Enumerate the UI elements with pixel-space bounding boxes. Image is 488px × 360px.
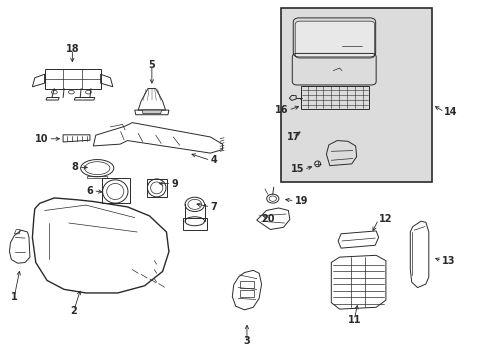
- Text: 3: 3: [243, 336, 250, 346]
- Text: 7: 7: [210, 202, 217, 212]
- Text: 12: 12: [378, 215, 391, 224]
- Text: 11: 11: [347, 315, 360, 325]
- Text: 6: 6: [86, 186, 93, 196]
- Text: 18: 18: [65, 44, 79, 54]
- Text: 14: 14: [444, 107, 457, 117]
- Text: 9: 9: [171, 179, 178, 189]
- Text: 4: 4: [210, 155, 217, 165]
- Text: 1: 1: [11, 292, 18, 302]
- Text: 5: 5: [148, 60, 155, 70]
- Text: 8: 8: [72, 162, 79, 172]
- Bar: [239, 290, 254, 297]
- Text: 10: 10: [35, 134, 48, 144]
- Text: 19: 19: [294, 196, 307, 206]
- Text: 16: 16: [274, 105, 288, 115]
- Bar: [300, 86, 368, 109]
- Text: 17: 17: [286, 132, 300, 142]
- FancyBboxPatch shape: [295, 21, 374, 58]
- Text: 13: 13: [441, 256, 454, 266]
- Polygon shape: [142, 110, 161, 114]
- Text: 2: 2: [70, 306, 77, 316]
- Bar: [281, 8, 431, 182]
- Bar: [239, 281, 254, 288]
- Text: 20: 20: [261, 214, 275, 224]
- Text: 15: 15: [290, 164, 304, 174]
